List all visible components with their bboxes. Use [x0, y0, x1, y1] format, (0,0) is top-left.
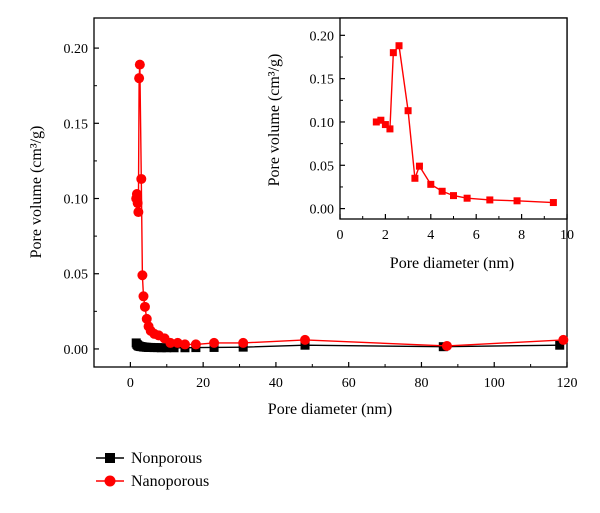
main-point-circle	[209, 337, 220, 348]
inset-point-square	[372, 118, 380, 126]
main-point-square	[555, 340, 565, 350]
inset-y-tick-label: 0.00	[310, 203, 335, 218]
main-point-circle	[179, 339, 190, 350]
inset-point-square	[486, 196, 494, 204]
inset-x-tick-label: 2	[382, 228, 389, 243]
inset-point-square	[386, 125, 394, 133]
legend: Nonporous Nanoporous	[96, 450, 209, 490]
main-y-tick-label: 0.20	[64, 42, 89, 57]
main-point-circle	[238, 337, 249, 348]
inset-point-square	[427, 180, 435, 188]
main-point-circle	[300, 334, 311, 345]
main-point-circle	[133, 207, 144, 218]
inset-x-tick-label: 4	[427, 228, 434, 243]
main-point-circle	[138, 291, 149, 302]
inset-x-tick-label: 8	[518, 228, 525, 243]
inset-y-tick-label: 0.10	[310, 116, 335, 131]
main-y-tick-label: 0.15	[64, 117, 89, 132]
inset-point-square	[395, 42, 403, 50]
main-point-circle	[134, 59, 145, 70]
legend-marker-nonporous	[105, 453, 115, 463]
main-point-circle	[165, 337, 176, 348]
main-x-tick-label: 20	[196, 376, 210, 391]
main-x-tick-label: 100	[484, 376, 505, 391]
main-x-axis-label: Pore diameter (nm)	[268, 401, 392, 418]
main-point-square	[156, 343, 166, 353]
inset-point-square	[513, 197, 521, 205]
inset-point-square	[411, 174, 419, 182]
main-x-tick-label: 80	[414, 376, 428, 391]
main-point-square	[162, 343, 172, 353]
main-point-square	[300, 340, 310, 350]
main-point-circle	[134, 73, 145, 84]
main-point-circle	[136, 173, 147, 184]
main-y-tick-label: 0.00	[64, 343, 89, 358]
main-point-circle	[131, 189, 142, 200]
inset-y-tick-label: 0.15	[310, 73, 335, 88]
main-point-circle	[558, 334, 569, 345]
inset-y-axis-label: Pore volume (cm³/g)	[266, 54, 283, 187]
inset-point-square	[463, 194, 471, 202]
inset-point-square	[450, 192, 457, 200]
inset-x-tick-label: 6	[473, 228, 480, 243]
inset-point-square	[415, 162, 423, 170]
inset-x-tick-label: 10	[560, 228, 574, 243]
inset-x-axis-label: Pore diameter (nm)	[390, 255, 514, 272]
inset-point-square	[381, 121, 389, 129]
inset-point-square	[389, 49, 397, 57]
main-x-tick-label: 60	[342, 376, 356, 391]
inset-series-group	[372, 42, 557, 207]
main-series-group	[131, 59, 569, 353]
main-point-circle	[137, 270, 148, 281]
main-point-circle	[190, 339, 201, 350]
main-point-square	[169, 343, 179, 353]
main-x-tick-label: 40	[269, 376, 283, 391]
inset-axis-ticks: 0 2 4 6 8 10 0.00 0.05 0.10 0.15 0.20	[310, 29, 575, 243]
main-y-tick-label: 0.05	[64, 268, 89, 283]
legend-marker-nanoporous	[104, 475, 116, 487]
inset-point-square	[377, 116, 385, 124]
main-point-circle	[139, 301, 150, 312]
inset-point-square	[549, 199, 557, 207]
main-x-tick-label: 120	[557, 376, 578, 391]
main-x-tick-label: 0	[127, 376, 134, 391]
legend-label-nanoporous: Nanoporous	[131, 473, 209, 490]
legend-label-nonporous: Nonporous	[131, 450, 202, 467]
inset-point-square	[404, 107, 412, 115]
main-y-tick-label: 0.10	[64, 193, 89, 208]
inset-y-tick-label: 0.20	[310, 29, 335, 44]
inset-x-tick-label: 0	[337, 228, 344, 243]
main-y-axis-label: Pore volume (cm³/g)	[28, 126, 45, 259]
main-point-circle	[132, 198, 143, 209]
inset-point-square	[438, 187, 446, 195]
inset-y-tick-label: 0.05	[310, 159, 335, 174]
main-point-circle	[141, 313, 152, 324]
main-point-circle	[441, 340, 452, 351]
